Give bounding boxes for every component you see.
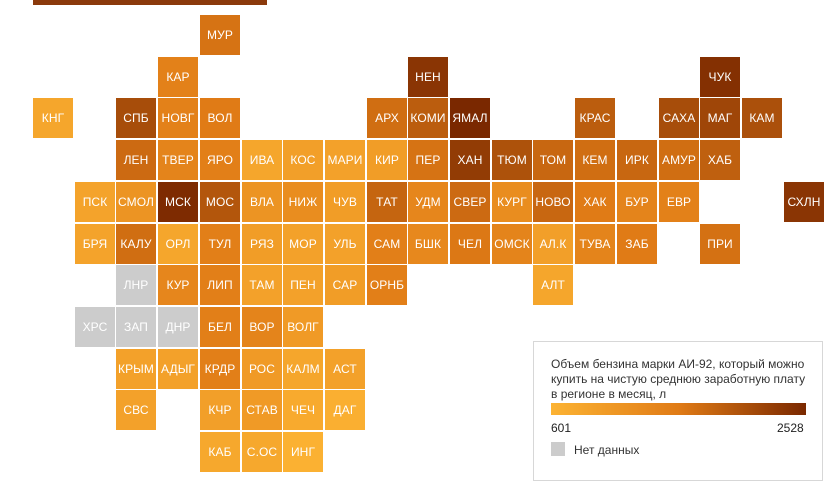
region-tile[interactable]: САМ [367, 224, 407, 264]
region-tile[interactable]: ТУЛ [200, 224, 240, 264]
legend-title: Объем бензина марки АИ-92, который можно… [551, 357, 806, 401]
region-tile[interactable]: КАР [158, 57, 198, 97]
region-tile[interactable]: ОРНБ [367, 265, 407, 305]
region-tile[interactable]: УЛЬ [325, 224, 365, 264]
region-tile[interactable]: ОРЛ [158, 224, 198, 264]
region-tile[interactable]: ЧУВ [325, 182, 365, 222]
region-tile[interactable]: БРЯ [75, 224, 115, 264]
region-tile[interactable]: САХА [659, 98, 699, 138]
region-tile[interactable]: ХРС [75, 307, 115, 347]
region-tile[interactable]: КАБ [200, 432, 240, 472]
region-tile[interactable]: АЛ.К [533, 224, 573, 264]
region-tile[interactable]: С.ОС [242, 432, 282, 472]
region-tile[interactable]: ПЕН [283, 265, 323, 305]
region-tile[interactable]: ПРИ [700, 224, 740, 264]
region-tile[interactable]: КУРГ [492, 182, 532, 222]
region-tile[interactable]: ИВА [242, 140, 282, 180]
region-tile[interactable]: СПБ [116, 98, 156, 138]
region-tile[interactable]: ДНР [158, 307, 198, 347]
region-tile[interactable]: АРХ [367, 98, 407, 138]
region-tile[interactable]: РЯЗ [242, 224, 282, 264]
region-tile[interactable]: ЧЕЛ [450, 224, 490, 264]
region-tile[interactable]: КАМ [742, 98, 782, 138]
region-tile[interactable]: АЛТ [533, 265, 573, 305]
region-tile[interactable]: ОМСК [492, 224, 532, 264]
region-tile[interactable]: МУР [200, 15, 240, 55]
region-tile[interactable]: ЗАБ [617, 224, 657, 264]
region-tile[interactable]: ПЕР [408, 140, 448, 180]
region-tile[interactable]: ЕВР [659, 182, 699, 222]
region-tile[interactable]: ТОМ [533, 140, 573, 180]
legend-gradient-bar [551, 403, 806, 415]
region-tile[interactable]: ИНГ [283, 432, 323, 472]
region-tile[interactable]: ХАН [450, 140, 490, 180]
region-tile[interactable]: АМУР [659, 140, 699, 180]
region-tile[interactable]: СВС [116, 390, 156, 430]
region-tile[interactable]: МСК [158, 182, 198, 222]
region-tile[interactable]: ТАМ [242, 265, 282, 305]
region-tile[interactable]: НОВО [533, 182, 573, 222]
region-tile[interactable]: ЧУК [700, 57, 740, 97]
region-tile[interactable]: СТАВ [242, 390, 282, 430]
region-tile[interactable]: НОВГ [158, 98, 198, 138]
region-tile[interactable]: ТЮМ [492, 140, 532, 180]
region-tile[interactable]: КАЛУ [116, 224, 156, 264]
region-tile[interactable]: ИРК [617, 140, 657, 180]
region-tile[interactable]: ХАК [575, 182, 615, 222]
region-tile[interactable]: СХЛН [784, 182, 824, 222]
region-tile[interactable]: АСТ [325, 349, 365, 389]
region-tile[interactable]: КРЫМ [116, 349, 156, 389]
region-tile[interactable]: КУР [158, 265, 198, 305]
region-tile[interactable]: БШК [408, 224, 448, 264]
region-tile[interactable]: МАРИ [325, 140, 365, 180]
region-tile[interactable]: КРДР [200, 349, 240, 389]
header-accent-bar [33, 0, 267, 5]
region-tile[interactable]: ВОР [242, 307, 282, 347]
region-tile[interactable]: КРАС [575, 98, 615, 138]
region-tile[interactable]: ВОЛГ [283, 307, 323, 347]
region-tile[interactable]: БЕЛ [200, 307, 240, 347]
region-tile[interactable]: АДЫГ [158, 349, 198, 389]
region-tile[interactable]: ЯРО [200, 140, 240, 180]
region-tile[interactable]: КОС [283, 140, 323, 180]
region-tile[interactable]: БУР [617, 182, 657, 222]
region-tile[interactable]: ЯМАЛ [450, 98, 490, 138]
region-tile[interactable]: КИР [367, 140, 407, 180]
region-tile[interactable]: ВЛА [242, 182, 282, 222]
region-tile[interactable]: ТУВА [575, 224, 615, 264]
region-tile[interactable]: РОС [242, 349, 282, 389]
region-tile[interactable]: УДМ [408, 182, 448, 222]
legend: Объем бензина марки АИ-92, который можно… [533, 341, 823, 481]
legend-no-data-swatch [551, 442, 565, 456]
region-tile[interactable]: ХАБ [700, 140, 740, 180]
region-tile[interactable]: СВЕР [450, 182, 490, 222]
legend-no-data-label: Нет данных [574, 443, 640, 457]
region-tile[interactable]: СМОЛ [116, 182, 156, 222]
region-tile[interactable]: ЛНР [116, 265, 156, 305]
region-tile[interactable]: САР [325, 265, 365, 305]
region-tile[interactable]: КЧР [200, 390, 240, 430]
region-tile[interactable]: НЕН [408, 57, 448, 97]
region-tile[interactable]: КНГ [33, 98, 73, 138]
region-tile[interactable]: ТВЕР [158, 140, 198, 180]
region-tile[interactable]: ВОЛ [200, 98, 240, 138]
region-tile[interactable]: КОМИ [408, 98, 448, 138]
region-tile[interactable]: ЛЕН [116, 140, 156, 180]
region-tile[interactable]: ЛИП [200, 265, 240, 305]
region-tile[interactable]: КАЛМ [283, 349, 323, 389]
legend-max-label: 2528 [777, 421, 804, 435]
region-tile[interactable]: МОС [200, 182, 240, 222]
region-tile[interactable]: МАГ [700, 98, 740, 138]
region-tile[interactable]: ЧЕЧ [283, 390, 323, 430]
region-tile[interactable]: ТАТ [367, 182, 407, 222]
region-tile[interactable]: НИЖ [283, 182, 323, 222]
region-tile[interactable]: ПСК [75, 182, 115, 222]
legend-min-label: 601 [551, 421, 572, 435]
region-tile[interactable]: МОР [283, 224, 323, 264]
region-tile[interactable]: ДАГ [325, 390, 365, 430]
region-tile[interactable]: КЕМ [575, 140, 615, 180]
region-tile[interactable]: ЗАП [116, 307, 156, 347]
